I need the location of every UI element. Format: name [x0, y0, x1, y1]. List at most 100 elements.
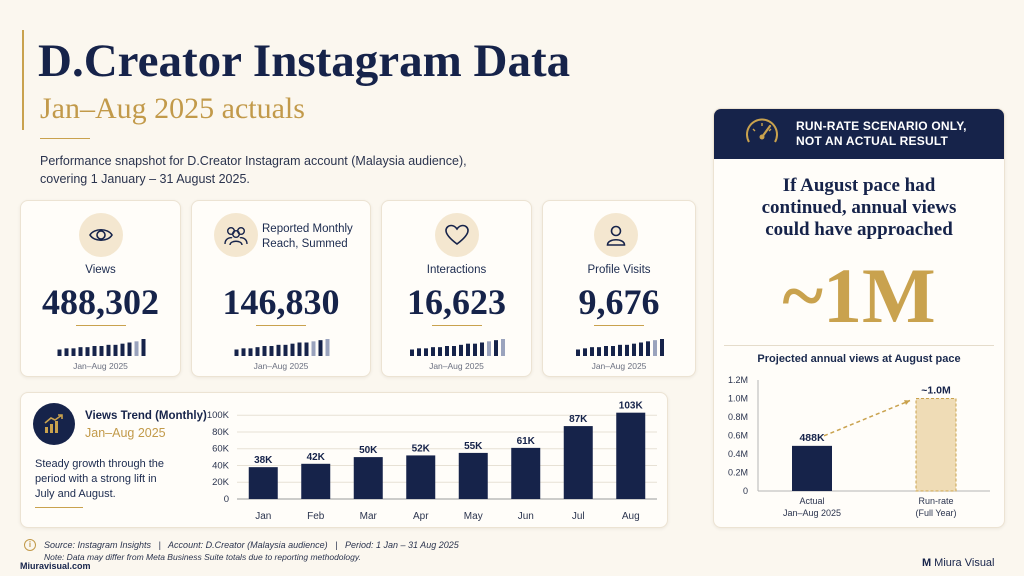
brand-name: Miura Visual [934, 557, 995, 569]
sparkline [576, 339, 664, 356]
spark-bar [318, 340, 323, 356]
spark-bar [57, 349, 62, 356]
x-tick-label: Mar [360, 511, 378, 522]
spark-bar [255, 347, 260, 356]
divider [40, 138, 90, 139]
spark-bar [576, 349, 580, 356]
spark-bar [625, 344, 629, 356]
spark-bar [269, 346, 274, 356]
page-description: Performance snapshot for D.Creator Insta… [40, 154, 467, 186]
x-tick-label: Feb [307, 511, 325, 522]
spark-bar [127, 342, 132, 356]
kpi-card-profile-visits: Profile Visits 9,676 Jan–Aug 2025 [542, 200, 696, 377]
divider [431, 325, 482, 326]
data-label: 103K [619, 401, 644, 412]
x-tick-label: Apr [413, 511, 429, 522]
x-tick-label: Jun [518, 511, 534, 522]
kpi-card-views: Views 488,302 Jan–Aug 2025 [20, 200, 181, 377]
bar [353, 457, 383, 499]
spark-bar [431, 347, 435, 356]
kpi-label: Interactions [426, 264, 487, 276]
spark-bar [290, 343, 295, 356]
x-tick-label: Run-rate [918, 496, 953, 506]
y-tick-label: 0.4M [728, 449, 748, 459]
scenario-header: RUN-RATE SCENARIO ONLY, NOT AN ACTUAL RE… [714, 109, 1004, 159]
spark-bar [583, 348, 587, 356]
spark-bar [141, 339, 146, 356]
y-tick-label: 1.0M [728, 394, 748, 404]
y-tick-label: 0 [743, 486, 748, 496]
person-icon [594, 213, 638, 257]
kpi-period: Jan–Aug 2025 [253, 361, 309, 371]
kpi-label: Views [85, 264, 116, 276]
spark-bar [234, 349, 239, 356]
spark-bar [92, 346, 97, 356]
projected-value: ~1M [782, 252, 936, 339]
spark-bar [311, 341, 316, 356]
y-tick-label: 60K [212, 444, 230, 455]
bar [301, 463, 331, 499]
data-label: 61K [517, 436, 536, 447]
spark-bar [494, 340, 498, 356]
y-tick-label: 20K [212, 477, 230, 488]
y-tick-label: 1.2M [728, 375, 748, 385]
spark-bar [611, 346, 615, 356]
kpi-value: 488,302 [42, 282, 159, 322]
views-trend-bar-chart: 0 20K 40K 60K 80K 100K 38K Jan 42K Feb 50K Mar 52K Ap… [207, 401, 657, 522]
spark-bar [445, 346, 449, 356]
spark-bar [304, 342, 309, 356]
spark-bar [660, 339, 664, 356]
heart-icon [435, 213, 479, 257]
projection-bar-chart: 0 0.2M 0.4M 0.6M 0.8M 1.0M 1.2M 488K Actual Jan–A… [728, 375, 990, 518]
y-tick-label: 0.6M [728, 431, 748, 441]
spark-bar [590, 347, 594, 356]
spark-bar [78, 347, 83, 356]
spark-bar [71, 348, 76, 356]
x-tick-label: (Full Year) [915, 508, 956, 518]
kpi-card-interactions: Interactions 16,623 Jan–Aug 2025 [381, 200, 532, 377]
bar [406, 455, 436, 499]
divider [594, 325, 644, 326]
data-label: 87K [569, 414, 588, 425]
kpi-label: Profile Visits [587, 264, 651, 276]
divider [724, 345, 994, 346]
kpi-label: Reported Monthly Reach, Summed [262, 223, 353, 250]
spark-bar [262, 346, 267, 356]
bar [616, 412, 646, 499]
views-trend-card: Views Trend (Monthly) Jan–Aug 2025 Stead… [20, 392, 668, 528]
spark-bar [653, 340, 657, 356]
y-tick-label: 0 [224, 494, 229, 505]
projection-arrow [823, 399, 911, 437]
kpi-period: Jan–Aug 2025 [591, 361, 647, 371]
projected-bar [915, 398, 957, 492]
x-tick-label: Jul [572, 511, 585, 522]
trend-period: Jan–Aug 2025 [85, 426, 166, 440]
eye-icon [79, 213, 123, 257]
spark-bar [325, 339, 330, 356]
data-label: 42K [307, 452, 326, 463]
page-title: D.Creator Instagram Data [38, 35, 571, 87]
spark-bar [64, 348, 69, 356]
x-tick-label: Jan [255, 511, 271, 522]
spark-bar [85, 347, 90, 356]
website-link[interactable]: Miuravisual.com [20, 561, 91, 571]
spark-bar [473, 343, 477, 356]
spark-bar [487, 341, 491, 356]
spark-bar [113, 344, 118, 356]
divider [75, 325, 126, 326]
accent-line [22, 30, 24, 130]
data-label: ~1.0M [921, 385, 951, 397]
divider [256, 325, 306, 326]
people-icon [214, 213, 258, 257]
page-subtitle: Jan–Aug 2025 actuals [40, 92, 305, 125]
projection-chart-title: Projected annual views at August pace [757, 353, 961, 365]
spark-bar [466, 343, 470, 356]
spark-bar [417, 348, 421, 356]
footer-source: Source: Instagram Insights | Account: D.… [44, 540, 459, 550]
sparkline [57, 339, 146, 356]
spark-bar [459, 344, 463, 356]
spark-bar [297, 342, 302, 356]
brand-mark: M [922, 557, 932, 569]
spark-bar [276, 344, 281, 356]
trend-note: Steady growth through the period with a … [35, 458, 165, 500]
